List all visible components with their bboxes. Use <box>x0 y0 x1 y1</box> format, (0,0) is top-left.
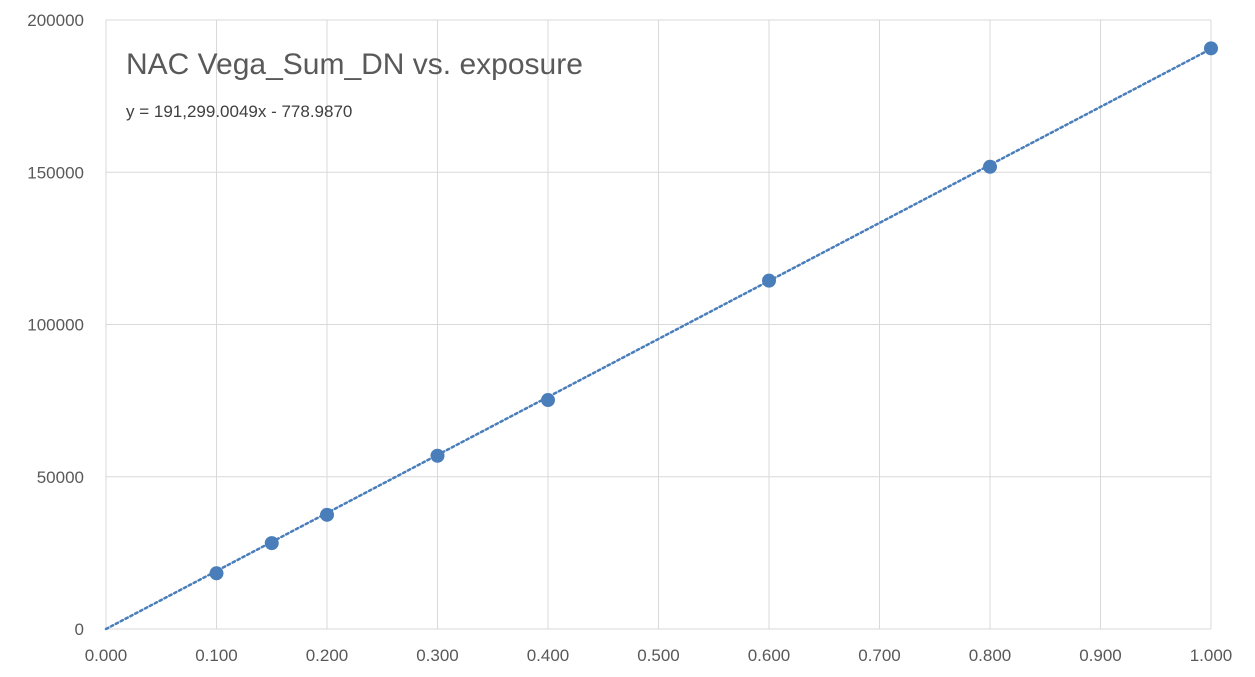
data-point <box>430 448 445 463</box>
horizontal-gridlines <box>106 19 1211 630</box>
data-point <box>1204 41 1218 56</box>
x-tick-label: 1.000 <box>1190 646 1233 665</box>
chart-title: NAC Vega_Sum_DN vs. exposure <box>126 48 583 81</box>
data-points <box>209 41 1218 581</box>
y-tick-label: 50000 <box>37 468 84 487</box>
data-point <box>983 159 997 174</box>
data-point <box>762 273 776 288</box>
x-tick-label: 0.900 <box>1079 646 1122 665</box>
data-point <box>541 393 555 408</box>
linear-trendline <box>104 47 1213 631</box>
x-tick-label: 0.100 <box>195 646 238 665</box>
x-tick-label: 0.700 <box>858 646 901 665</box>
y-tick-label: 100000 <box>27 316 84 335</box>
trendline-equation: y = 191,299.0049x - 778.9870 <box>126 102 352 121</box>
x-tick-label: 0.400 <box>527 646 570 665</box>
data-point <box>264 536 279 551</box>
data-point <box>320 507 334 522</box>
y-tick-label: 150000 <box>27 163 84 182</box>
x-tick-label: 0.200 <box>306 646 349 665</box>
x-tick-label: 0.000 <box>85 646 128 665</box>
x-tick-label: 0.600 <box>748 646 791 665</box>
x-tick-label: 0.300 <box>416 646 459 665</box>
x-tick-label: 0.500 <box>637 646 680 665</box>
x-tick-label: 0.800 <box>969 646 1012 665</box>
y-tick-label: 200000 <box>27 11 84 30</box>
data-point <box>209 566 224 581</box>
y-tick-label: 0 <box>75 620 84 639</box>
x-axis-tick-labels: 0.000 0.100 0.200 0.300 0.400 0.500 0.600 0.700… <box>85 646 1233 665</box>
y-axis-tick-labels: 0 50000 100000 150000 200000 <box>27 11 84 639</box>
